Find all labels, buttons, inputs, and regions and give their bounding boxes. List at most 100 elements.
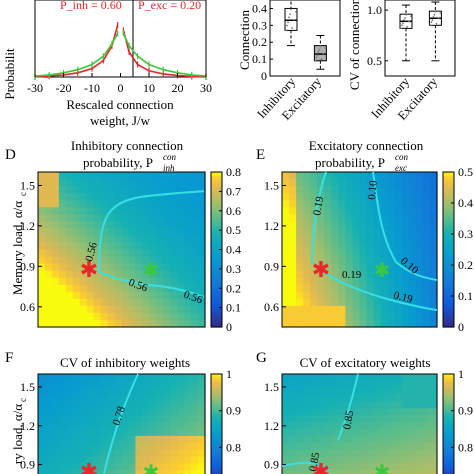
heatmap-cell — [107, 284, 116, 293]
heatmap-cell — [128, 242, 137, 251]
heatmap-cell — [345, 422, 354, 430]
heatmap-cell — [338, 408, 347, 416]
heatmap-cell — [345, 291, 354, 300]
heatmap-cell — [128, 263, 137, 272]
heatmap-cell — [352, 305, 361, 314]
heatmap-cell — [373, 387, 382, 396]
heatmap-cell — [142, 214, 150, 222]
heatmap-cell — [422, 422, 431, 430]
heatmap-cell — [366, 401, 375, 409]
heatmap-cell — [380, 442, 389, 451]
heatmap-cell — [422, 263, 431, 272]
heatmap-cell — [401, 374, 410, 382]
heatmap-cell — [422, 470, 431, 474]
heatmap-cell — [177, 284, 185, 293]
heatmap-cell — [394, 387, 403, 396]
heatmap-cell — [422, 435, 431, 444]
heatmap-cell — [401, 186, 410, 194]
colorbar-cell — [443, 379, 454, 383]
heatmap-cell — [394, 442, 403, 451]
heatmap-cell — [296, 449, 304, 458]
heatmap-cell — [282, 387, 290, 396]
heatmap-cell — [156, 284, 164, 293]
heatmap-cell — [184, 305, 192, 314]
heatmap-cell — [93, 319, 102, 328]
heatmap-cell — [345, 214, 354, 222]
heatmap-cell — [58, 435, 67, 444]
heatmap-cell — [331, 284, 339, 293]
panel-D-title-sub: inh — [163, 163, 175, 173]
heatmap-cell — [184, 256, 192, 265]
colorbar-cell — [211, 323, 222, 328]
heatmap-cell — [338, 319, 347, 328]
heatmap-cell — [72, 186, 81, 194]
heatmap-cell — [352, 242, 361, 251]
heatmap-cell — [107, 270, 116, 279]
heatmap-cell — [296, 394, 304, 403]
heatmap-cell — [65, 408, 74, 416]
heatmap-cell — [387, 435, 396, 444]
heatmap-cell — [93, 442, 102, 451]
heatmap-cell — [135, 463, 143, 471]
heatmap-cell — [128, 256, 137, 265]
heatmap-cell — [163, 429, 171, 437]
heatmap-cell — [93, 449, 102, 458]
heatmap-cell — [422, 256, 431, 265]
heatmap-cell — [366, 228, 375, 237]
heatmap-cell — [296, 179, 304, 187]
heatmap-cell — [415, 401, 424, 409]
heatmap-cell — [58, 249, 67, 258]
heatmap-cell — [352, 408, 361, 416]
colorbar-cell — [443, 423, 454, 427]
heatmap-cell — [429, 193, 438, 201]
heatmap-cell — [170, 242, 178, 251]
heatmap-cell — [408, 291, 417, 300]
heatmap-cell — [338, 470, 347, 474]
heatmap-cell — [422, 401, 431, 409]
panel-D-heatmap — [38, 172, 206, 328]
heatmap-cell — [415, 374, 424, 382]
colorbar-cell — [443, 420, 454, 425]
heatmap-cell — [107, 394, 116, 403]
heatmap-cell — [114, 221, 123, 229]
heatmap-cell — [198, 429, 206, 437]
heatmap-cell — [121, 415, 130, 423]
heatmap-cell — [282, 470, 290, 474]
heatmap-cell — [296, 200, 304, 208]
heatmap-cell — [177, 207, 185, 215]
heatmap-cell — [415, 270, 424, 279]
heatmap-cell — [191, 270, 199, 279]
heatmap-cell — [282, 256, 290, 265]
heatmap-cell — [184, 449, 192, 458]
heatmap-cell — [114, 249, 123, 258]
heatmap-cell — [345, 463, 354, 471]
heatmap-cell — [359, 207, 368, 215]
heatmap-cell — [366, 422, 375, 430]
top-left-ylabel: Probabilit — [2, 48, 17, 100]
heatmap-cell — [345, 319, 354, 328]
panel-E-contour-label-4: 0.10 — [366, 180, 380, 201]
heatmap-cell — [51, 408, 60, 416]
heatmap-cell — [44, 228, 53, 237]
heatmap-cell — [44, 207, 53, 215]
heatmap-cell — [345, 277, 354, 286]
heatmap-cell — [156, 449, 164, 458]
heatmap-cell — [135, 172, 143, 180]
heatmap-cell — [72, 408, 81, 416]
heatmap-cell — [142, 449, 150, 458]
heatmap-cell — [58, 242, 67, 251]
colorbar-cell — [443, 191, 454, 196]
heatmap-cell — [380, 312, 389, 321]
colorbar-cell — [443, 456, 454, 460]
heatmap-cell — [149, 435, 157, 444]
heatmap-cell — [142, 186, 150, 194]
heatmap-cell — [387, 200, 396, 208]
heatmap-cell — [156, 401, 164, 409]
heatmap-cell — [114, 442, 123, 451]
heatmap-cell — [331, 415, 339, 423]
heatmap-cell — [324, 291, 332, 300]
heatmap-cell — [415, 312, 424, 321]
xtick-label: 30 — [200, 81, 212, 95]
colorbar-cell — [211, 245, 222, 251]
heatmap-cell — [366, 435, 375, 444]
